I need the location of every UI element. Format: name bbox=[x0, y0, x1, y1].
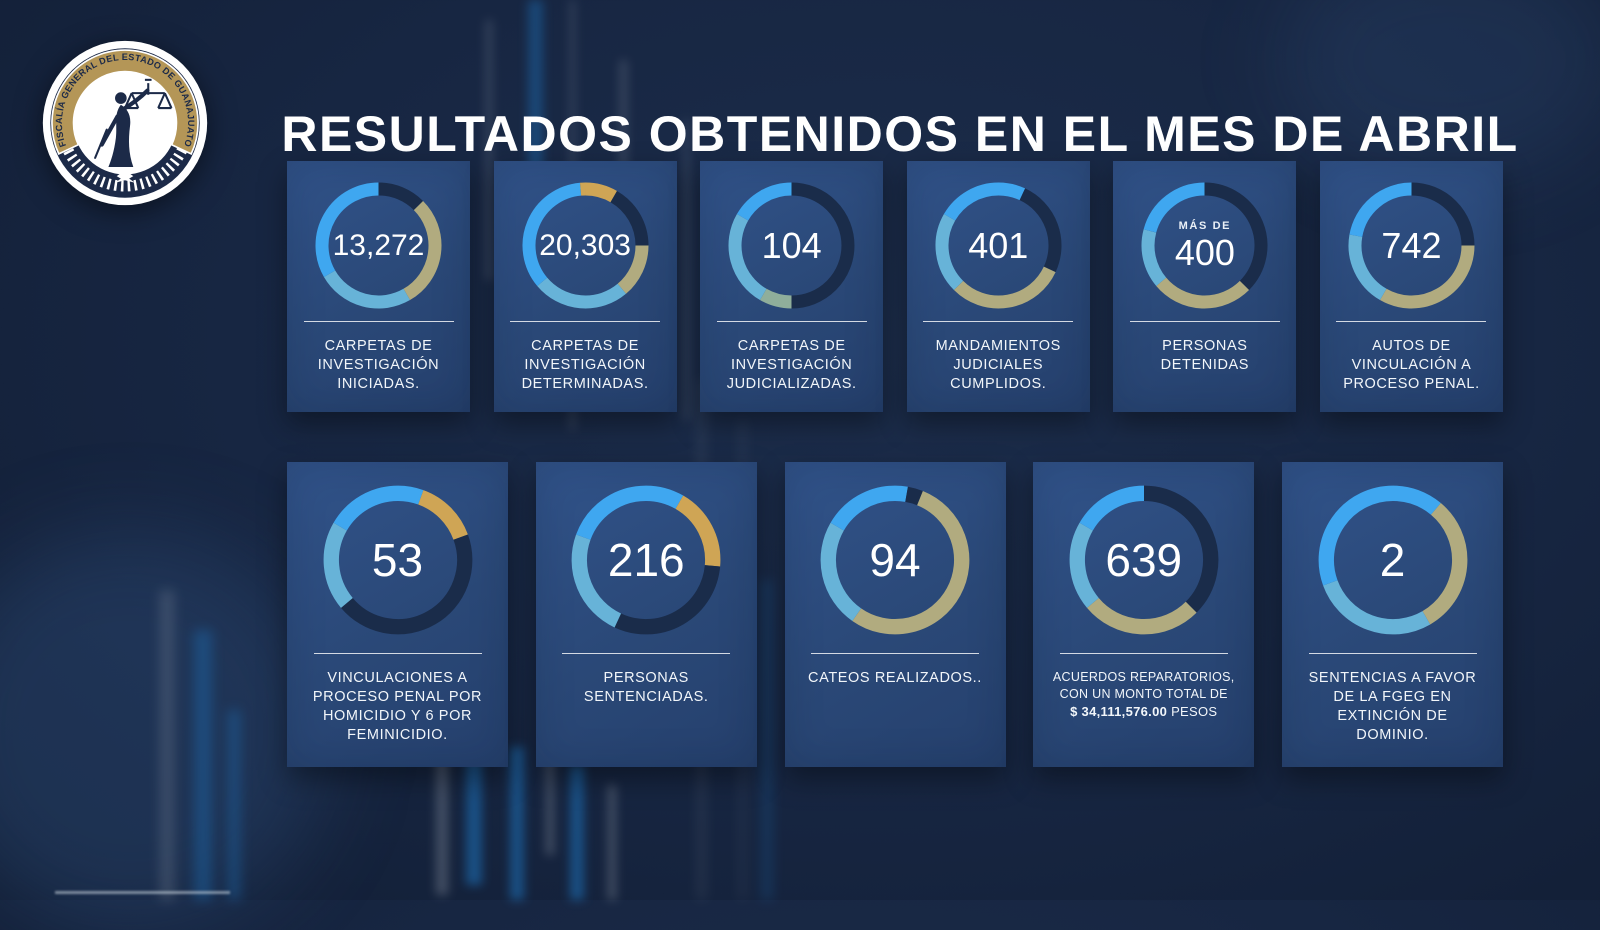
stat-card-mandamientos: 401 MANDAMIENTOS JUDICIALES CUMPLIDOS. bbox=[906, 161, 1090, 412]
stat-label: VINCULACIONES A PROCESO PENAL POR HOMICI… bbox=[312, 670, 483, 744]
donut-ring-wrap: 742 bbox=[1348, 182, 1475, 309]
stat-card-cateos: 94 CATEOS REALIZADOS.. bbox=[784, 462, 1006, 767]
donut-ring bbox=[728, 182, 855, 309]
stat-divider bbox=[811, 653, 979, 654]
stat-label: PERSONAS SENTENCIADAS. bbox=[583, 670, 709, 706]
stat-card-personas-sentenciadas: 216 PERSONAS SENTENCIADAS. bbox=[535, 462, 757, 767]
stat-amount-line: $ 34,111,576.00 PESOS bbox=[1070, 704, 1217, 719]
stat-value: 401 bbox=[968, 224, 1029, 266]
stats-row-2: 53 VINCULACIONES A PROCESO PENAL POR HOM… bbox=[287, 462, 1503, 767]
stat-divider bbox=[923, 321, 1074, 322]
stat-value: 94 bbox=[869, 534, 921, 586]
donut-ring-wrap: 639 bbox=[1069, 485, 1219, 635]
donut-ring bbox=[1348, 182, 1475, 309]
stat-amount-suffix: PESOS bbox=[1167, 704, 1218, 719]
stat-value: 53 bbox=[371, 534, 424, 586]
donut-ring-wrap: 2 bbox=[1318, 485, 1468, 635]
stat-value: 400 bbox=[1174, 232, 1235, 273]
stat-card-sentencias-extincion: 2 SENTENCIAS A FAVOR DE LA FGEG EN EXTIN… bbox=[1282, 462, 1503, 767]
stat-label: PERSONAS DETENIDAS bbox=[1160, 338, 1250, 374]
donut-ring-wrap: 20,303 bbox=[522, 182, 649, 309]
donut-ring bbox=[1069, 485, 1219, 635]
stat-amount: $ 34,111,576.00 bbox=[1070, 704, 1168, 719]
stat-label: CARPETAS DE INVESTIGACIÓN JUDICIALIZADAS… bbox=[726, 338, 857, 393]
stat-card-autos-vinculacion: 742 AUTOS DE VINCULACIÓN A PROCESO PENAL… bbox=[1319, 161, 1503, 412]
stat-value: 2 bbox=[1379, 534, 1406, 586]
donut-ring bbox=[522, 182, 649, 309]
stat-divider bbox=[1129, 321, 1280, 322]
donut-ring bbox=[1141, 182, 1268, 309]
stat-label: SENTENCIAS A FAVOR DE LA FGEG EN EXTINCI… bbox=[1308, 670, 1477, 744]
donut-ring bbox=[935, 182, 1062, 309]
donut-ring bbox=[315, 182, 442, 309]
stat-value: 639 bbox=[1105, 534, 1183, 586]
stat-value: 742 bbox=[1381, 224, 1442, 266]
stat-card-carpetas-judicializadas: 104 CARPETAS DE INVESTIGACIÓN JUDICIALIZ… bbox=[700, 161, 884, 412]
stat-label: CARPETAS DE INVESTIGACIÓN DETERMINADAS. bbox=[521, 338, 649, 393]
donut-ring bbox=[323, 485, 472, 635]
stat-value: 20,303 bbox=[539, 228, 631, 262]
donut-ring-wrap: 94 bbox=[820, 485, 970, 635]
donut-ring-wrap: 401 bbox=[935, 182, 1062, 309]
stat-card-carpetas-iniciadas: 13,272 CARPETAS DE INVESTIGACIÓN INICIAD… bbox=[287, 161, 470, 412]
donut-ring bbox=[1318, 485, 1467, 635]
stat-value: 104 bbox=[761, 224, 822, 266]
lady-justice-icon bbox=[94, 78, 173, 167]
stat-card-carpetas-determinadas: 20,303 CARPETAS DE INVESTIGACIÓN DETERMI… bbox=[493, 161, 677, 412]
stat-divider bbox=[716, 321, 867, 322]
stat-label: CATEOS REALIZADOS.. bbox=[808, 670, 982, 686]
background-candlestick-left bbox=[150, 590, 260, 900]
donut-ring-wrap: 53 bbox=[323, 485, 473, 635]
donut-ring bbox=[571, 485, 721, 635]
stat-card-personas-detenidas: MÁS DE 400 PERSONAS DETENIDAS bbox=[1113, 161, 1297, 412]
stat-label: CARPETAS DE INVESTIGACIÓN INICIADAS. bbox=[317, 338, 440, 393]
stat-value: 13,272 bbox=[332, 228, 425, 262]
fiscalia-guanajuato-seal-logo: FISCALÍA GENERAL DEL ESTADO DE GUANAJUAT… bbox=[42, 40, 208, 206]
donut-ring-wrap: 216 bbox=[571, 485, 721, 635]
stat-prefix: MÁS DE bbox=[1178, 220, 1232, 232]
stat-divider bbox=[1308, 653, 1477, 654]
stat-value: 216 bbox=[607, 534, 685, 586]
stat-divider bbox=[510, 321, 661, 322]
donut-ring-wrap: MÁS DE 400 bbox=[1141, 182, 1268, 309]
stat-divider bbox=[562, 653, 731, 654]
stat-card-vinculaciones-homicidio: 53 VINCULACIONES A PROCESO PENAL POR HOM… bbox=[287, 462, 508, 767]
stat-divider bbox=[1336, 321, 1487, 322]
donut-ring-wrap: 104 bbox=[728, 182, 855, 309]
stat-divider bbox=[303, 321, 454, 322]
page-title: RESULTADOS OBTENIDOS EN EL MES DE ABRIL bbox=[281, 105, 1519, 162]
background-candlestick-bottom bbox=[418, 735, 658, 900]
stat-label: ACUERDOS REPARATORIOS, CON UN MONTO TOTA… bbox=[1052, 670, 1235, 701]
donut-ring-wrap: 13,272 bbox=[315, 182, 442, 309]
scales-of-justice-icon bbox=[124, 78, 173, 110]
stat-divider bbox=[1059, 653, 1228, 654]
stats-row-1: 13,272 CARPETAS DE INVESTIGACIÓN INICIAD… bbox=[287, 161, 1503, 412]
stat-card-acuerdos-reparatorios: 639 ACUERDOS REPARATORIOS, CON UN MONTO … bbox=[1033, 462, 1255, 767]
seal-eagle-icon bbox=[115, 170, 135, 183]
stat-divider bbox=[313, 653, 482, 654]
donut-ring bbox=[820, 485, 970, 635]
stat-label: AUTOS DE VINCULACIÓN A PROCESO PENAL. bbox=[1343, 338, 1480, 393]
stat-label: MANDAMIENTOS JUDICIALES CUMPLIDOS. bbox=[935, 338, 1061, 393]
